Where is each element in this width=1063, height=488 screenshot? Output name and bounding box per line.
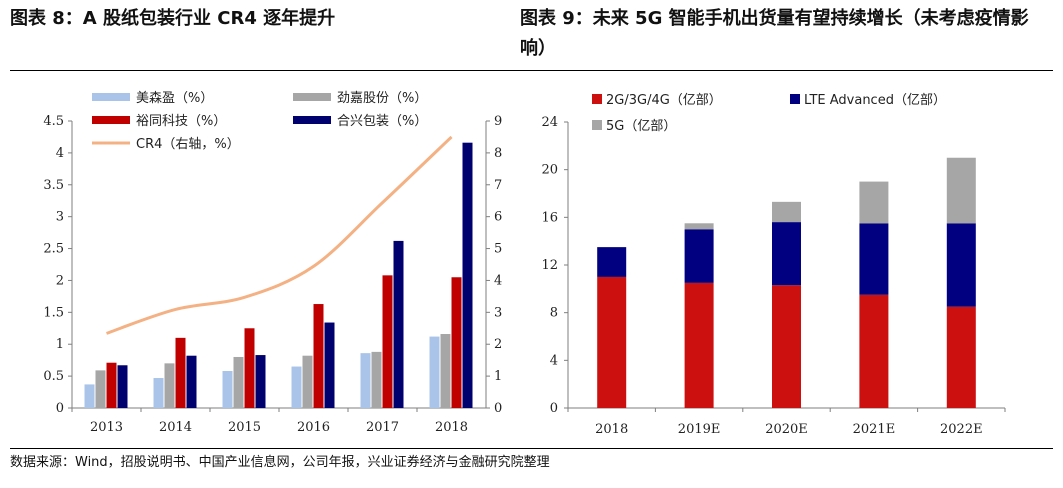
- bar: [222, 371, 233, 408]
- header-divider: [10, 70, 1053, 71]
- y2-tick-label: 8: [494, 146, 502, 161]
- y2-tick-label: 4: [494, 273, 502, 288]
- legend-label: 合兴包装（%）: [337, 114, 427, 129]
- bar: [382, 275, 393, 408]
- bar: [84, 384, 95, 408]
- y-tick-label: 24: [541, 115, 558, 130]
- y2-tick-label: 3: [494, 305, 502, 320]
- y-tick-label: 16: [541, 210, 558, 225]
- stacked-bar-segment: [946, 157, 976, 224]
- x-tick-label: 2021E: [853, 422, 896, 437]
- y-tick-label: 4: [550, 353, 558, 368]
- stacked-bar-segment: [597, 276, 627, 408]
- stacked-bar-segment: [684, 282, 714, 408]
- y2-tick-label: 2: [494, 337, 502, 352]
- y2-tick-label: 6: [494, 210, 502, 225]
- source-note: 数据来源：Wind，招股说明书、中国产业信息网，公司年报，兴业证券经济与金融研究…: [10, 455, 550, 470]
- y-tick-label: 1: [56, 337, 64, 352]
- y-tick-label: 0.5: [43, 369, 64, 384]
- bar: [429, 336, 440, 408]
- y-tick-label: 8: [550, 306, 558, 321]
- smartphone-shipment-stacked-chart: 0 4 8 12 16 20 24 2018 2019E 2020E 2021E 2022E 2G/3G…: [541, 93, 1006, 437]
- bar: [302, 355, 313, 408]
- y-tick-label: 0: [56, 401, 64, 416]
- y2-tick-label: 7: [494, 178, 502, 193]
- legend-swatch: [293, 93, 331, 101]
- legend-label: 劲嘉股份（%）: [337, 91, 427, 106]
- bar: [324, 322, 335, 408]
- bar: [233, 356, 244, 408]
- y-tick-label: 3.5: [43, 178, 64, 193]
- bar: [371, 351, 382, 408]
- stacked-bar-segment: [859, 294, 889, 408]
- cr4-bar-line-chart: 0 0.5 1 1.5 2 2.5 3 3.5 4 4.5 0 1 2 3 4 5 6 7 8 9 2013 2014 20…: [43, 91, 502, 435]
- legend-swatch: [293, 116, 331, 124]
- bar: [291, 366, 302, 408]
- bar: [393, 240, 404, 408]
- y-tick-label: 3: [56, 210, 64, 225]
- stacked-bar-segment: [772, 285, 801, 408]
- cr4-line: [106, 135, 453, 335]
- stacked-bar-segment: [772, 201, 801, 223]
- bar: [164, 363, 175, 408]
- legend-swatch: [92, 93, 130, 101]
- y2-tick-label: 0: [494, 401, 502, 416]
- x-tick-label: 2017: [366, 420, 399, 435]
- legend-label: 2G/3G/4G（亿部）: [606, 93, 722, 108]
- stacked-bar-segment: [772, 222, 801, 286]
- legend-swatch: [592, 120, 602, 130]
- bar: [186, 355, 197, 408]
- bar: [106, 362, 117, 408]
- legend-swatch: [592, 94, 602, 104]
- y-tick-label: 20: [541, 163, 558, 178]
- bar: [95, 370, 106, 408]
- bar: [255, 355, 266, 408]
- y2-tick-label: 9: [494, 114, 502, 129]
- x-tick-label: 2015: [228, 420, 261, 435]
- y-tick-label: 12: [541, 258, 558, 273]
- y-tick-label: 0: [550, 401, 558, 416]
- bar: [244, 328, 255, 408]
- stacked-bar-segment: [946, 223, 976, 307]
- x-tick-label: 2016: [297, 420, 330, 435]
- bar: [462, 142, 473, 408]
- bar: [175, 337, 186, 408]
- x-tick-label: 2018: [435, 420, 468, 435]
- legend-label: 美森盈（%）: [136, 91, 213, 106]
- stacked-bar-segment: [946, 306, 976, 408]
- right-chart-title: 图表 9：未来 5G 智能手机出货量有望持续增长（未考虑疫情影响）: [520, 8, 1029, 59]
- stacked-bar-segment: [684, 223, 714, 230]
- legend-label: LTE Advanced（亿部）: [804, 93, 946, 108]
- stacked-bar-segment: [859, 181, 889, 224]
- x-tick-label: 2014: [159, 420, 192, 435]
- stacked-bar-segment: [597, 247, 627, 277]
- y-tick-label: 2.5: [43, 242, 64, 257]
- x-tick-label: 2022E: [940, 422, 983, 437]
- y-tick-label: 4: [56, 146, 64, 161]
- legend-swatch: [92, 116, 130, 124]
- y-tick-label: 2: [56, 273, 64, 288]
- y2-tick-label: 1: [494, 369, 502, 384]
- bar: [360, 353, 371, 408]
- legend-label: 裕同科技（%）: [136, 114, 226, 129]
- bar: [153, 378, 164, 408]
- y-tick-label: 1.5: [43, 305, 64, 320]
- x-tick-label: 2020E: [765, 422, 808, 437]
- bar: [451, 277, 462, 408]
- left-chart-title: 图表 8：A 股纸包装行业 CR4 逐年提升: [10, 8, 336, 29]
- bar: [440, 334, 451, 408]
- legend-label: CR4（右轴，%）: [136, 137, 240, 152]
- legend-swatch: [790, 94, 800, 104]
- bar: [313, 304, 324, 408]
- y-tick-label: 4.5: [43, 114, 64, 129]
- stacked-bar-segment: [859, 223, 889, 295]
- bar: [117, 365, 128, 408]
- footer-divider: [10, 448, 1053, 449]
- x-tick-label: 2019E: [678, 422, 721, 437]
- x-tick-label: 2013: [90, 420, 123, 435]
- x-tick-label: 2018: [595, 422, 628, 437]
- y2-tick-label: 5: [494, 242, 502, 257]
- stacked-bar-segment: [684, 229, 714, 283]
- legend-label: 5G（亿部）: [606, 119, 676, 134]
